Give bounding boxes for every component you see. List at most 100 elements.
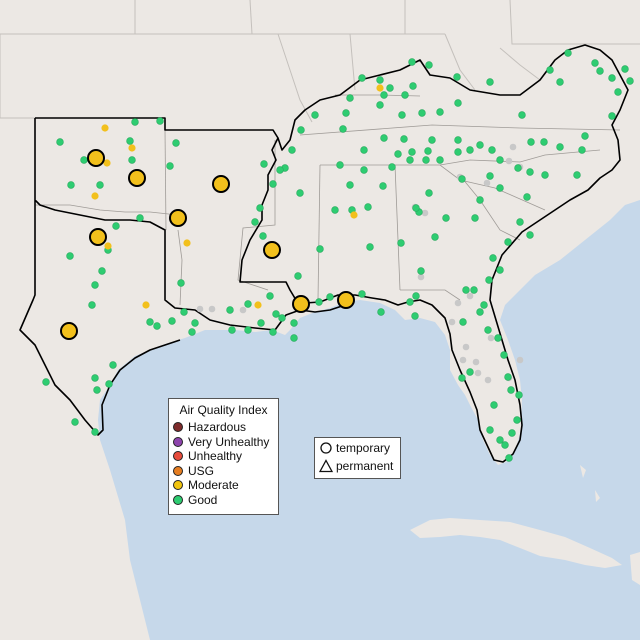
good-monitor-marker[interactable] bbox=[514, 164, 522, 172]
good-monitor-marker[interactable] bbox=[523, 193, 531, 201]
good-monitor-marker[interactable] bbox=[504, 373, 512, 381]
good-monitor-marker[interactable] bbox=[269, 328, 277, 336]
good-monitor-marker[interactable] bbox=[290, 334, 298, 342]
good-monitor-marker[interactable] bbox=[515, 391, 523, 399]
good-monitor-marker[interactable] bbox=[581, 132, 589, 140]
good-monitor-marker[interactable] bbox=[315, 298, 323, 306]
good-monitor-marker[interactable] bbox=[466, 368, 474, 376]
good-monitor-marker[interactable] bbox=[408, 148, 416, 156]
good-monitor-marker[interactable] bbox=[166, 162, 174, 170]
good-monitor-marker[interactable] bbox=[476, 196, 484, 204]
moderate-temporary-monitor-marker[interactable] bbox=[89, 228, 107, 246]
good-monitor-marker[interactable] bbox=[458, 374, 466, 382]
good-monitor-marker[interactable] bbox=[168, 317, 176, 325]
good-monitor-marker[interactable] bbox=[358, 74, 366, 82]
good-monitor-marker[interactable] bbox=[398, 111, 406, 119]
good-monitor-marker[interactable] bbox=[96, 181, 104, 189]
good-monitor-marker[interactable] bbox=[71, 418, 79, 426]
good-monitor-marker[interactable] bbox=[453, 73, 461, 81]
good-monitor-marker[interactable] bbox=[316, 245, 324, 253]
good-monitor-marker[interactable] bbox=[153, 322, 161, 330]
good-monitor-marker[interactable] bbox=[496, 436, 504, 444]
good-monitor-marker[interactable] bbox=[91, 428, 99, 436]
good-monitor-marker[interactable] bbox=[172, 139, 180, 147]
permanent-monitor-marker[interactable] bbox=[448, 318, 456, 326]
good-monitor-marker[interactable] bbox=[311, 111, 319, 119]
good-monitor-marker[interactable] bbox=[377, 308, 385, 316]
good-monitor-marker[interactable] bbox=[417, 267, 425, 275]
permanent-monitor-marker[interactable] bbox=[466, 292, 474, 300]
good-monitor-marker[interactable] bbox=[504, 238, 512, 246]
moderate-monitor-marker[interactable] bbox=[183, 239, 191, 247]
good-monitor-marker[interactable] bbox=[388, 163, 396, 171]
good-monitor-marker[interactable] bbox=[476, 308, 484, 316]
good-monitor-marker[interactable] bbox=[380, 91, 388, 99]
good-monitor-marker[interactable] bbox=[336, 161, 344, 169]
permanent-monitor-marker[interactable] bbox=[239, 306, 247, 314]
permanent-monitor-marker[interactable] bbox=[417, 273, 425, 281]
good-monitor-marker[interactable] bbox=[294, 272, 302, 280]
good-monitor-marker[interactable] bbox=[462, 286, 470, 294]
good-monitor-marker[interactable] bbox=[578, 146, 586, 154]
permanent-monitor-marker[interactable] bbox=[516, 356, 524, 364]
good-monitor-marker[interactable] bbox=[486, 78, 494, 86]
good-monitor-marker[interactable] bbox=[507, 386, 515, 394]
good-monitor-marker[interactable] bbox=[105, 380, 113, 388]
good-monitor-marker[interactable] bbox=[505, 454, 513, 462]
good-monitor-marker[interactable] bbox=[454, 136, 462, 144]
good-monitor-marker[interactable] bbox=[442, 214, 450, 222]
moderate-monitor-marker[interactable] bbox=[142, 301, 150, 309]
good-monitor-marker[interactable] bbox=[486, 172, 494, 180]
good-monitor-marker[interactable] bbox=[409, 82, 417, 90]
good-monitor-marker[interactable] bbox=[180, 308, 188, 316]
permanent-monitor-marker[interactable] bbox=[484, 376, 492, 384]
good-monitor-marker[interactable] bbox=[80, 156, 88, 164]
good-monitor-marker[interactable] bbox=[360, 166, 368, 174]
permanent-monitor-marker[interactable] bbox=[505, 157, 513, 165]
good-monitor-marker[interactable] bbox=[98, 267, 106, 275]
permanent-monitor-marker[interactable] bbox=[483, 179, 491, 187]
good-monitor-marker[interactable] bbox=[556, 78, 564, 86]
good-monitor-marker[interactable] bbox=[342, 109, 350, 117]
permanent-monitor-marker[interactable] bbox=[208, 305, 216, 313]
good-monitor-marker[interactable] bbox=[376, 101, 384, 109]
good-monitor-marker[interactable] bbox=[518, 111, 526, 119]
good-monitor-marker[interactable] bbox=[540, 138, 548, 146]
good-monitor-marker[interactable] bbox=[564, 49, 572, 57]
good-monitor-marker[interactable] bbox=[428, 136, 436, 144]
good-monitor-marker[interactable] bbox=[412, 204, 420, 212]
good-monitor-marker[interactable] bbox=[346, 94, 354, 102]
good-monitor-marker[interactable] bbox=[257, 319, 265, 327]
good-monitor-marker[interactable] bbox=[466, 146, 474, 154]
good-monitor-marker[interactable] bbox=[406, 298, 414, 306]
permanent-monitor-marker[interactable] bbox=[487, 334, 495, 342]
good-monitor-marker[interactable] bbox=[266, 292, 274, 300]
good-monitor-marker[interactable] bbox=[297, 126, 305, 134]
good-monitor-marker[interactable] bbox=[191, 319, 199, 327]
good-monitor-marker[interactable] bbox=[626, 77, 634, 85]
good-monitor-marker[interactable] bbox=[459, 318, 467, 326]
permanent-monitor-marker[interactable] bbox=[474, 369, 482, 377]
good-monitor-marker[interactable] bbox=[406, 156, 414, 164]
good-monitor-marker[interactable] bbox=[226, 306, 234, 314]
good-monitor-marker[interactable] bbox=[494, 334, 502, 342]
good-monitor-marker[interactable] bbox=[541, 171, 549, 179]
good-monitor-marker[interactable] bbox=[360, 146, 368, 154]
good-monitor-marker[interactable] bbox=[131, 118, 139, 126]
good-monitor-marker[interactable] bbox=[296, 189, 304, 197]
good-monitor-marker[interactable] bbox=[177, 279, 185, 287]
good-monitor-marker[interactable] bbox=[126, 137, 134, 145]
good-monitor-marker[interactable] bbox=[614, 88, 622, 96]
moderate-temporary-monitor-marker[interactable] bbox=[128, 169, 146, 187]
permanent-monitor-marker[interactable] bbox=[472, 358, 480, 366]
good-monitor-marker[interactable] bbox=[278, 314, 286, 322]
good-monitor-marker[interactable] bbox=[244, 326, 252, 334]
good-monitor-marker[interactable] bbox=[508, 429, 516, 437]
permanent-monitor-marker[interactable] bbox=[196, 305, 204, 313]
good-monitor-marker[interactable] bbox=[526, 168, 534, 176]
good-monitor-marker[interactable] bbox=[290, 319, 298, 327]
good-monitor-marker[interactable] bbox=[556, 143, 564, 151]
good-monitor-marker[interactable] bbox=[596, 67, 604, 75]
good-monitor-marker[interactable] bbox=[331, 206, 339, 214]
good-monitor-marker[interactable] bbox=[425, 61, 433, 69]
